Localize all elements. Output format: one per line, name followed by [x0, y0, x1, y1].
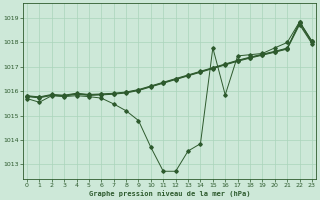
X-axis label: Graphe pression niveau de la mer (hPa): Graphe pression niveau de la mer (hPa)	[89, 190, 250, 197]
